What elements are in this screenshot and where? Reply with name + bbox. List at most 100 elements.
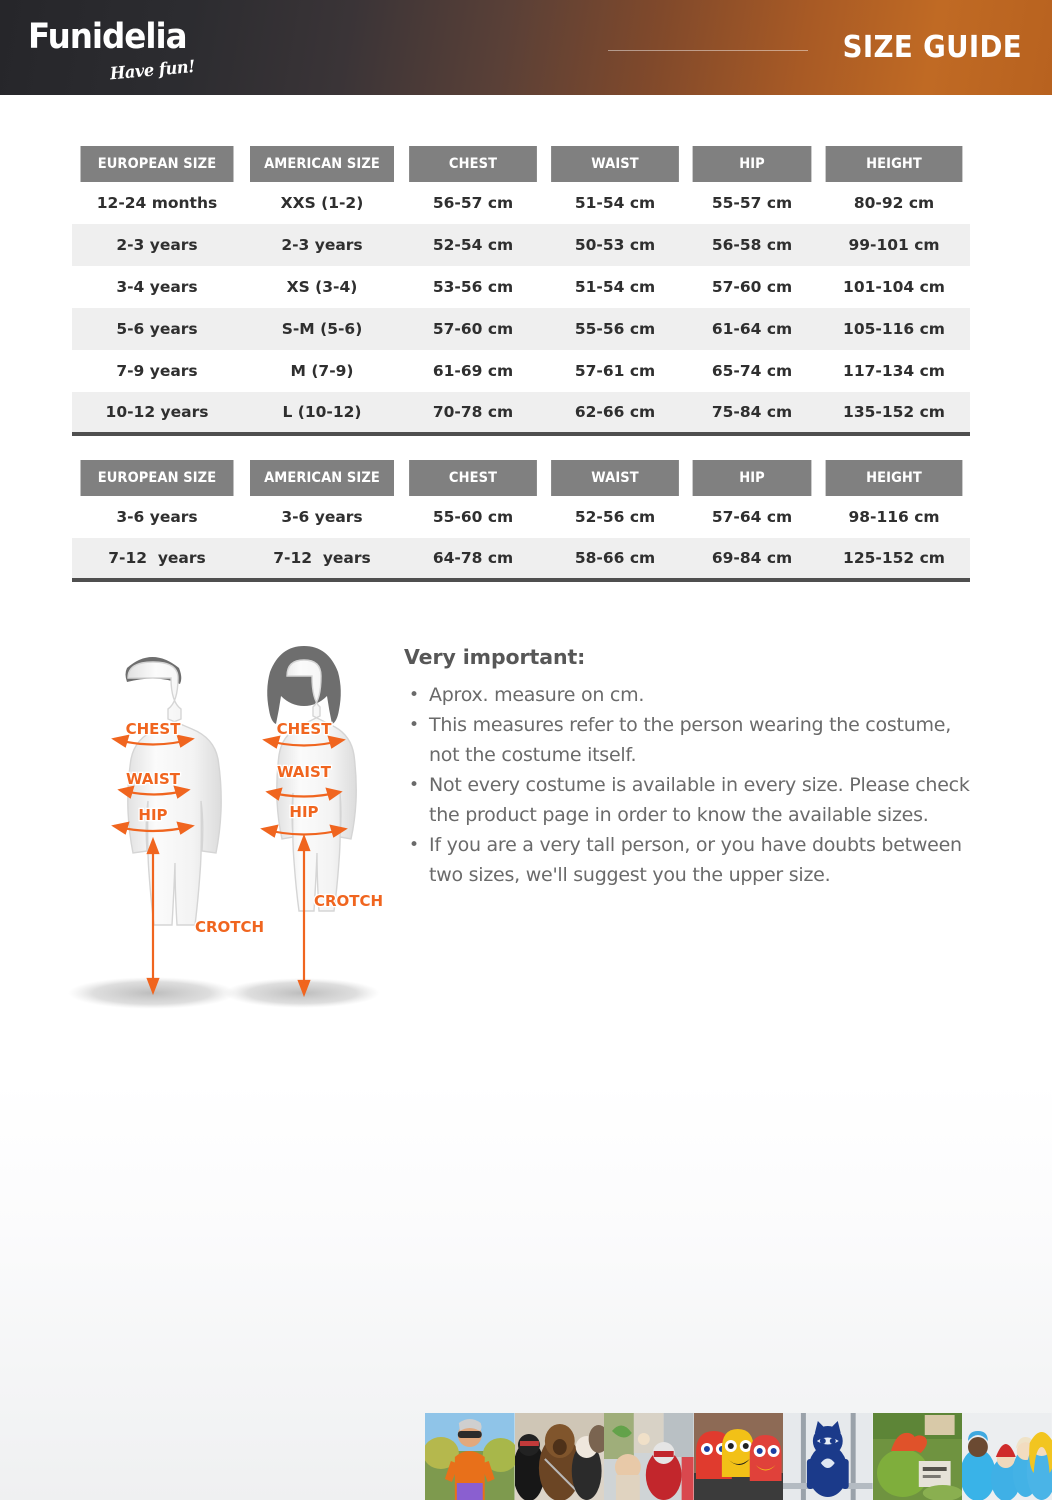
cell-waist: 58-66 cm	[544, 538, 686, 580]
cell-american-size: XS (3-4)	[242, 266, 402, 308]
male-chest-measure	[111, 734, 195, 748]
costume-photo-orange-tracksuit	[425, 1413, 515, 1500]
cell-height: 80-92 cm	[818, 182, 970, 224]
page-title: SIZE GUIDE	[842, 30, 1022, 65]
column-header-european-size: EUROPEAN SIZE	[80, 460, 234, 496]
brand-name: Funidelia	[28, 17, 188, 57]
female-crotch-measure	[297, 833, 311, 998]
table-row: 3-6 years 3-6 years 55-60 cm 52-56 cm 57…	[72, 496, 970, 538]
column-header-american-size: AMERICAN SIZE	[250, 146, 394, 182]
cell-hip: 75-84 cm	[686, 392, 818, 434]
important-notes: Very important: Aprox. measure on cm. Th…	[404, 645, 984, 890]
cell-waist: 51-54 cm	[544, 266, 686, 308]
table-row: 3-4 years XS (3-4) 53-56 cm 51-54 cm 57-…	[72, 266, 970, 308]
female-hair	[267, 646, 341, 724]
column-header-chest: CHEST	[409, 460, 537, 496]
cell-waist: 50-53 cm	[544, 224, 686, 266]
column-header-american-size: AMERICAN SIZE	[250, 460, 394, 496]
notes-title: Very important:	[404, 645, 586, 669]
table-row: 12-24 months XXS (1-2) 56-57 cm 51-54 cm…	[72, 182, 970, 224]
cell-hip: 61-64 cm	[686, 308, 818, 350]
male-figure-shadow	[68, 977, 236, 1009]
cell-american-size: 2-3 years	[242, 224, 402, 266]
header-divider-line	[608, 50, 808, 51]
cell-american-size: L (10-12)	[242, 392, 402, 434]
female-waist-measure	[265, 787, 343, 801]
cell-hip: 55-57 cm	[686, 182, 818, 224]
note-item: Aprox. measure on cm.	[404, 680, 984, 710]
cell-chest: 61-69 cm	[402, 350, 544, 392]
size-table-kids: EUROPEAN SIZE AMERICAN SIZE CHEST WAIST …	[72, 146, 970, 436]
cell-waist: 52-56 cm	[544, 496, 686, 538]
cell-european-size: 3-6 years	[72, 496, 242, 538]
cell-chest: 64-78 cm	[402, 538, 544, 580]
cell-hip: 57-64 cm	[686, 496, 818, 538]
costume-photo-pacman-ghosts	[693, 1413, 784, 1500]
note-item: This measures refer to the person wearin…	[404, 710, 984, 770]
female-figure-shadow	[224, 978, 380, 1008]
cell-european-size: 10-12 years	[72, 392, 242, 434]
female-crotch-label: CROTCH	[314, 892, 383, 910]
table-row: 7-12 years 7-12 years 64-78 cm 58-66 cm …	[72, 538, 970, 580]
cell-american-size: M (7-9)	[242, 350, 402, 392]
table-row: 2-3 years 2-3 years 52-54 cm 50-53 cm 56…	[72, 224, 970, 266]
costume-photo-green-creature	[872, 1413, 963, 1500]
female-hip-label: HIP	[289, 803, 318, 821]
cell-height: 125-152 cm	[818, 538, 970, 580]
cell-american-size: 7-12 years	[242, 538, 402, 580]
male-chest-label: CHEST	[126, 720, 182, 738]
cell-hip: 69-84 cm	[686, 538, 818, 580]
female-waist-label: WAIST	[277, 763, 332, 781]
costume-photo-smurfs-family	[962, 1413, 1052, 1500]
male-waist-label: WAIST	[126, 770, 181, 788]
size-table-teens: EUROPEAN SIZE AMERICAN SIZE CHEST WAIST …	[72, 460, 970, 582]
cell-chest: 53-56 cm	[402, 266, 544, 308]
cell-european-size: 12-24 months	[72, 182, 242, 224]
costume-photo-street-parade	[604, 1413, 694, 1500]
cell-waist: 51-54 cm	[544, 182, 686, 224]
male-hip-label: HIP	[138, 806, 167, 824]
body-measurement-diagram: CHEST WAIST HIP CROTCH	[52, 636, 400, 1016]
male-hip-measure	[111, 821, 195, 835]
column-header-hip: HIP	[692, 146, 812, 182]
page-header: Funidelia Have fun! SIZE GUIDE	[0, 0, 1052, 95]
cell-chest: 52-54 cm	[402, 224, 544, 266]
brand-tagline: Have fun!	[109, 57, 196, 85]
female-head	[276, 659, 357, 912]
cell-american-size: S-M (5-6)	[242, 308, 402, 350]
cell-waist: 57-61 cm	[544, 350, 686, 392]
cell-height: 98-116 cm	[818, 496, 970, 538]
table-row: 7-9 years M (7-9) 61-69 cm 57-61 cm 65-7…	[72, 350, 970, 392]
cell-hip: 56-58 cm	[686, 224, 818, 266]
costume-photo-catboy-pj-masks	[783, 1413, 873, 1500]
brand-logo[interactable]: Funidelia Have fun!	[28, 17, 268, 84]
table-header-row: EUROPEAN SIZE AMERICAN SIZE CHEST WAIST …	[72, 146, 970, 182]
cell-waist: 62-66 cm	[544, 392, 686, 434]
column-header-hip: HIP	[692, 460, 812, 496]
cell-european-size: 5-6 years	[72, 308, 242, 350]
cell-hip: 57-60 cm	[686, 266, 818, 308]
cell-chest: 70-78 cm	[402, 392, 544, 434]
table-header-row: EUROPEAN SIZE AMERICAN SIZE CHEST WAIST …	[72, 460, 970, 496]
cell-european-size: 7-12 years	[72, 538, 242, 580]
cell-european-size: 7-9 years	[72, 350, 242, 392]
male-waist-measure	[117, 785, 191, 799]
female-figure	[267, 646, 357, 912]
note-item: Not every costume is available in every …	[404, 770, 984, 830]
column-header-waist: WAIST	[551, 146, 679, 182]
column-header-height: HEIGHT	[825, 146, 963, 182]
notes-list: Aprox. measure on cm. This measures refe…	[404, 680, 984, 890]
male-crotch-label: CROTCH	[195, 918, 264, 936]
cell-height: 135-152 cm	[818, 392, 970, 434]
cell-chest: 56-57 cm	[402, 182, 544, 224]
cell-height: 99-101 cm	[818, 224, 970, 266]
male-figure	[125, 657, 222, 926]
cell-chest: 55-60 cm	[402, 496, 544, 538]
cell-height: 117-134 cm	[818, 350, 970, 392]
cell-american-size: 3-6 years	[242, 496, 402, 538]
cell-waist: 55-56 cm	[544, 308, 686, 350]
cell-hip: 65-74 cm	[686, 350, 818, 392]
column-header-european-size: EUROPEAN SIZE	[80, 146, 234, 182]
cell-american-size: XXS (1-2)	[242, 182, 402, 224]
